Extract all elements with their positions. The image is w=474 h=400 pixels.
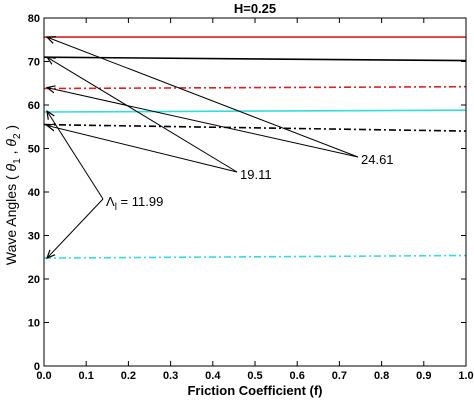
y-axis-theta1: θ xyxy=(3,163,19,171)
annotation-arrow-2-1 xyxy=(47,57,238,173)
plot-frame xyxy=(43,17,467,367)
x-tick-label: 0.2 xyxy=(121,370,136,382)
x-tick-label: 0.7 xyxy=(332,370,347,382)
x-tick-label: 1.0 xyxy=(458,370,473,382)
annotation-lambda: Λl = 11.99 xyxy=(106,194,163,213)
y-tick-label: 70 xyxy=(28,57,40,69)
x-tick-label: 0.0 xyxy=(36,370,51,382)
annotation-24-61: 24.61 xyxy=(361,152,394,167)
y-axis-theta2: θ xyxy=(3,139,19,147)
x-tick-label: 0.5 xyxy=(247,370,262,382)
y-tick-label: 30 xyxy=(28,231,40,243)
annotation-arrow-3-2 xyxy=(47,198,104,258)
y-axis-label-prefix: Wave Angles xyxy=(3,184,19,265)
annotation-arrow-2-2 xyxy=(47,125,238,173)
annotation-lambda-sub: l xyxy=(115,202,117,213)
annotation-arrow-1-2 xyxy=(47,88,359,158)
series-line-5 xyxy=(43,123,467,132)
y-tick-label: 50 xyxy=(28,144,40,156)
chart-title: H=0.25 xyxy=(234,1,276,16)
x-tick-label: 0.8 xyxy=(374,370,389,382)
annotation-lambda-value: = 11.99 xyxy=(121,194,164,209)
plot-area: 0.0 0.1 0.2 0.3 0.4 0.5 0.6 0.7 0.8 0.9 1.0 0 10 20 30… xyxy=(28,13,474,382)
y-axis-label: Wave Angles ( θ1 , θ2 ) xyxy=(3,125,23,265)
x-tick-label: 0.3 xyxy=(163,370,178,382)
x-tick-label: 0.4 xyxy=(205,370,221,382)
y-axis-theta2-sub: 2 xyxy=(12,133,23,139)
x-axis-label: Friction Coefficient (f) xyxy=(187,383,322,398)
y-tick-label: 20 xyxy=(28,274,40,286)
x-tick-label: 0.9 xyxy=(416,370,431,382)
series-line-4 xyxy=(43,109,467,113)
series-line-6 xyxy=(43,254,467,259)
annotation-19-11: 19.11 xyxy=(240,167,272,182)
annotation-arrow-1-1 xyxy=(47,37,359,158)
annotation-arrow-3-1 xyxy=(47,111,104,200)
x-tick-label: 0.1 xyxy=(79,370,94,382)
annotation-lambda-symbol: Λ xyxy=(106,194,115,209)
y-tick-label: 40 xyxy=(28,187,40,199)
series-line-2 xyxy=(43,56,467,62)
series-line-3 xyxy=(43,85,467,90)
y-axis-sep: , xyxy=(3,151,19,155)
y-tick-label: 60 xyxy=(28,100,40,112)
y-axis-theta1-sub: 1 xyxy=(12,158,23,164)
x-tick-label: 0.6 xyxy=(290,370,305,382)
y-tick-label: 0 xyxy=(34,361,40,373)
y-tick-label: 10 xyxy=(28,318,40,330)
y-tick-label: 80 xyxy=(28,13,40,25)
